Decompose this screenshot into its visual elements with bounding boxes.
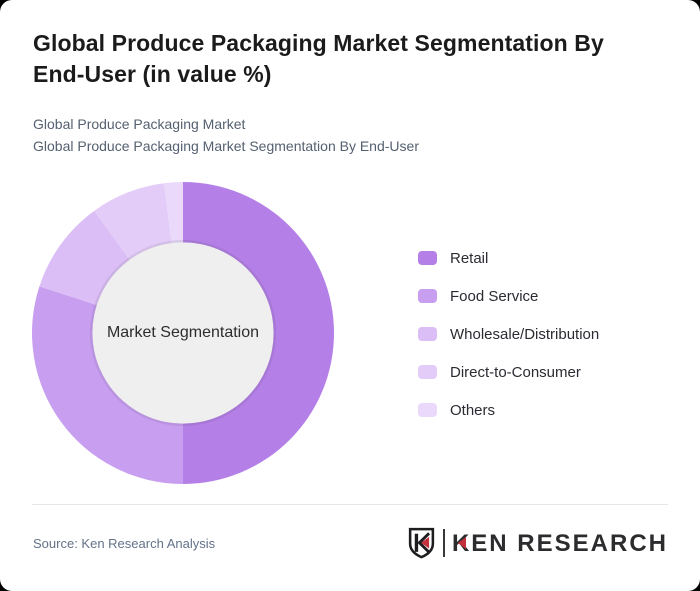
logo-k-red-triangle-icon	[457, 537, 466, 549]
legend-label-others: Others	[450, 401, 496, 419]
legend-swatch-retail	[418, 251, 437, 265]
legend-label-direct-to-consumer: Direct-to-Consumer	[450, 363, 581, 381]
legend-item-direct-to-consumer: Direct-to-Consumer	[418, 353, 599, 391]
legend-swatch-others	[418, 403, 437, 417]
chart-subtitle: Global Produce Packaging Market Global P…	[33, 114, 673, 157]
legend-label-retail: Retail	[450, 249, 489, 267]
legend-label-wholesale-distribution: Wholesale/Distribution	[450, 325, 600, 343]
ken-research-shield-icon	[408, 527, 435, 559]
shield-k-stem	[414, 533, 419, 552]
logo-wordmark-text: KEN RESEARCH	[451, 529, 668, 557]
footer-divider	[32, 504, 668, 505]
page-title: Global Produce Packaging Market Segmenta…	[33, 30, 604, 87]
legend-item-retail: Retail	[418, 239, 599, 277]
donut-chart-container: Market Segmentation	[32, 182, 334, 484]
legend-item-others: Others	[418, 391, 599, 429]
ken-research-logo: KEN RESEARCH	[408, 527, 668, 559]
footer: Source: Ken Research Analysis KEN RESEAR…	[33, 520, 668, 566]
logo-divider	[442, 529, 445, 557]
legend-item-food-service: Food Service	[418, 277, 599, 315]
legend-item-wholesale-distribution: Wholesale/Distribution	[418, 315, 599, 353]
subtitle-line-2: Global Produce Packaging Market Segmenta…	[33, 137, 419, 154]
donut-hole	[92, 242, 274, 424]
subtitle-line-1: Global Produce Packaging Market	[33, 116, 246, 132]
legend-swatch-direct-to-consumer	[418, 365, 437, 379]
legend: Retail Food Service Wholesale/Distribution…	[418, 239, 599, 429]
shield-red-triangle	[421, 536, 430, 549]
logo-wordmark: KEN RESEARCH	[452, 531, 668, 556]
legend-swatch-wholesale-distribution	[418, 327, 437, 341]
source-text: Source: Ken Research Analysis	[33, 535, 216, 551]
shield-k-arms	[417, 532, 431, 554]
legend-label-food-service: Food Service	[450, 287, 539, 305]
legend-swatch-food-service	[418, 289, 437, 303]
donut-chart	[32, 182, 334, 484]
